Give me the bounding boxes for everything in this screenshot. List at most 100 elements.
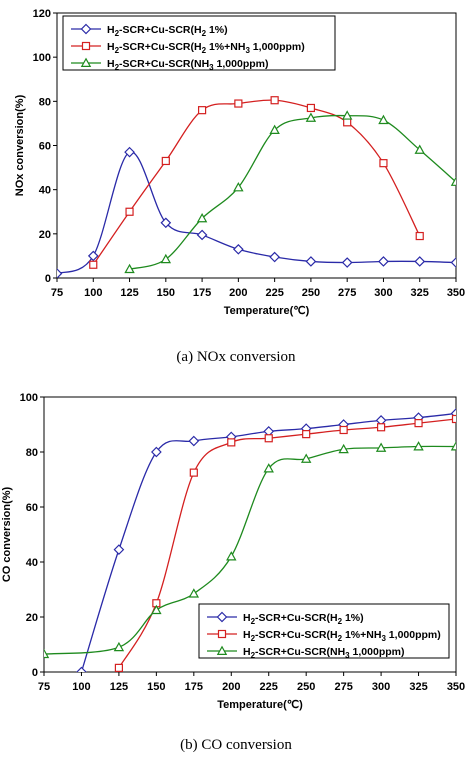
legend-subscript: 2 <box>251 617 256 626</box>
data-point-1 <box>234 99 243 108</box>
series-line-0 <box>80 412 456 672</box>
y-tick-label: 80 <box>26 447 38 459</box>
series-line-0 <box>57 151 456 275</box>
y-tick-label: 0 <box>32 667 38 679</box>
legend-box <box>62 15 336 71</box>
x-tick-label: 325 <box>411 287 429 299</box>
legend-text-part: 1%+NH <box>206 41 245 53</box>
legend-text-part: 1,000ppm) <box>250 41 305 53</box>
data-point-0 <box>450 257 456 268</box>
data-point-1 <box>189 468 198 477</box>
data-point-0 <box>305 256 317 267</box>
data-point-1 <box>415 231 424 241</box>
data-point-1 <box>451 414 456 424</box>
legend-text-part: -SCR+Cu-SCR(H <box>119 41 202 53</box>
legend-subscript: 2 <box>338 617 343 626</box>
legend: H2-SCR+Cu-SCR(H2 1%)H2-SCR+Cu-SCR(H2 1%+… <box>62 15 336 72</box>
data-point-1 <box>197 106 207 115</box>
y-tick-label: 0 <box>45 273 51 285</box>
legend-entry-1: H2-SCR+Cu-SCR(H2 1%+NH3 1,000ppm) <box>107 41 305 55</box>
x-tick-label: 75 <box>38 681 50 693</box>
data-point-2 <box>338 443 349 454</box>
legend-subscript: 2 <box>338 634 343 643</box>
y-tick-label: 20 <box>39 229 51 241</box>
data-point-2 <box>44 648 50 659</box>
data-point-2 <box>341 110 353 120</box>
legend-subscript: 2 <box>202 29 207 38</box>
legend-subscript: 3 <box>345 651 350 660</box>
legend-subscript: 2 <box>251 651 256 660</box>
x-tick-label: 125 <box>110 681 128 693</box>
data-point-2 <box>305 112 317 122</box>
data-point-0 <box>160 217 172 229</box>
data-point-2 <box>124 263 135 274</box>
y-tick-label: 120 <box>33 8 51 20</box>
x-axis-label: Temperature(℃) <box>224 305 310 317</box>
series-line-1 <box>118 418 456 669</box>
data-point-1 <box>343 118 352 127</box>
series-1 <box>89 96 424 269</box>
legend-subscript: 3 <box>209 63 214 72</box>
legend-subscript: 2 <box>251 634 256 643</box>
y-axis-label: NOx conversion(%) <box>14 94 26 196</box>
x-tick-label: 200 <box>222 681 240 693</box>
x-tick-label: 100 <box>72 681 90 693</box>
data-point-2 <box>375 442 387 452</box>
x-tick-label: 350 <box>447 681 465 693</box>
data-point-0 <box>57 268 63 278</box>
data-point-1 <box>161 156 170 166</box>
data-point-1 <box>306 103 316 113</box>
data-point-2 <box>188 588 200 598</box>
legend-text-part: H <box>243 612 251 624</box>
data-point-0 <box>76 666 87 672</box>
data-point-0 <box>196 229 208 241</box>
data-point-2 <box>300 453 312 463</box>
legend-text-part: -SCR+Cu-SCR(NH <box>119 58 209 70</box>
data-point-2 <box>414 144 425 154</box>
data-point-1 <box>414 419 423 428</box>
data-point-1 <box>227 438 236 447</box>
data-point-1 <box>339 425 348 435</box>
figure-caption: (b) CO conversion <box>180 737 292 753</box>
legend-entry-1: H2-SCR+Cu-SCR(H2 1%+NH3 1,000ppm) <box>243 629 441 643</box>
data-point-2 <box>263 463 274 473</box>
x-tick-label: 325 <box>409 681 427 693</box>
legend-text-part: H <box>107 41 115 53</box>
x-tick-label: 175 <box>193 287 211 299</box>
series-2 <box>124 110 456 274</box>
data-point-1 <box>125 207 134 216</box>
series-2 <box>44 441 456 659</box>
legend-subscript: 2 <box>115 63 120 72</box>
series-line-1 <box>92 99 421 266</box>
y-tick-label: 80 <box>39 96 51 108</box>
data-point-1 <box>376 423 386 432</box>
legend-text-part: 1%) <box>342 612 364 624</box>
y-tick-label: 60 <box>26 502 38 514</box>
x-tick-label: 125 <box>120 287 138 299</box>
data-point-1 <box>89 260 98 269</box>
y-tick-label: 20 <box>26 612 38 624</box>
data-point-1 <box>270 96 279 105</box>
legend-subscript: 2 <box>115 46 120 55</box>
y-axis-label: CO conversion(%) <box>1 486 13 582</box>
series-0 <box>57 146 456 278</box>
x-tick-label: 300 <box>372 681 390 693</box>
data-point-1 <box>114 663 124 672</box>
legend-subscript: 3 <box>245 46 250 55</box>
data-point-0 <box>414 256 426 267</box>
data-point-0 <box>188 435 200 447</box>
y-tick-label: 100 <box>33 52 51 64</box>
legend-text-part: 1%+NH <box>342 629 381 641</box>
data-point-2 <box>160 253 172 264</box>
legend-swatch-marker-2 <box>216 645 228 655</box>
y-tick-label: 100 <box>20 392 38 404</box>
legend-box <box>198 603 450 659</box>
y-tick-label: 40 <box>26 557 38 569</box>
data-point-2 <box>226 551 237 561</box>
x-tick-label: 250 <box>302 287 320 299</box>
legend: H2-SCR+Cu-SCR(H2 1%)H2-SCR+Cu-SCR(H2 1%+… <box>198 603 450 660</box>
x-tick-label: 175 <box>185 681 203 693</box>
legend-entry-0: H2-SCR+Cu-SCR(H2 1%) <box>107 24 228 38</box>
legend-subscript: 3 <box>381 634 386 643</box>
